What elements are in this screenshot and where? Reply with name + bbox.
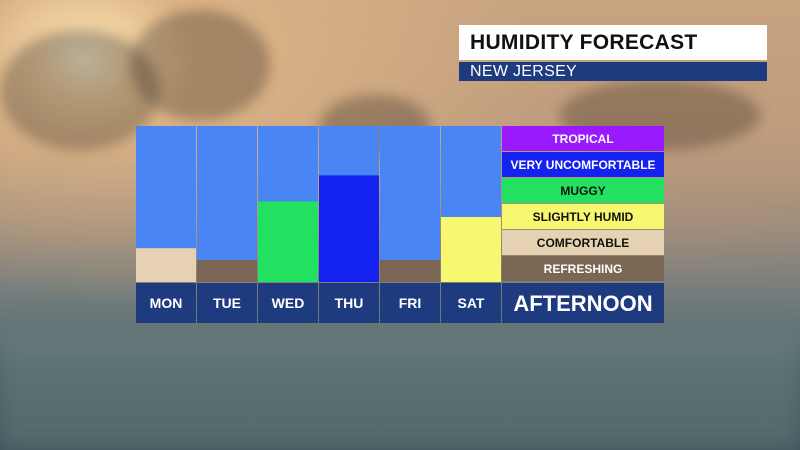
background-fog (0, 330, 800, 450)
subtitle-box: NEW JERSEY (459, 62, 767, 81)
legend-label-tropical: TROPICAL (552, 132, 613, 146)
legend-label-muggy: MUGGY (560, 184, 605, 198)
day-label-box-tue (197, 283, 257, 323)
legend-swatch-very-uncomfortable (502, 152, 664, 177)
background-tree (130, 10, 270, 120)
background-tree (0, 30, 160, 150)
legend-swatch-comfortable (502, 230, 664, 255)
legend-label-comfortable: COMFORTABLE (537, 236, 629, 250)
day-label-tue: TUE (213, 295, 241, 311)
bar-tue (197, 259, 257, 282)
title-box: HUMIDITY FORECAST (459, 25, 767, 60)
afternoon-label: AFTERNOON (513, 291, 652, 316)
legend-swatch-muggy (502, 178, 664, 203)
legend-label-slightly-humid: SLIGHTLY HUMID (533, 210, 634, 224)
legend-swatch-refreshing (502, 256, 664, 281)
bar-sat (441, 217, 501, 282)
day-label-wed: WED (272, 295, 305, 311)
column-background-fri (380, 126, 440, 282)
legend-swatch-tropical (502, 126, 664, 151)
day-label-sat: SAT (458, 295, 485, 311)
legend-label-refreshing: REFRESHING (544, 262, 623, 276)
day-label-fri: FRI (399, 295, 422, 311)
bar-wed (258, 201, 318, 282)
bar-mon (136, 248, 196, 282)
chart-subtitle: NEW JERSEY (470, 62, 578, 80)
day-label-box-sat (441, 283, 501, 323)
day-label-thu: THU (335, 295, 364, 311)
legend-swatch-slightly-humid (502, 204, 664, 229)
chart-title: HUMIDITY FORECAST (470, 30, 698, 54)
day-label-box-thu (319, 283, 379, 323)
day-label-mon: MON (150, 295, 183, 311)
bar-thu (319, 175, 379, 282)
day-label-box-wed (258, 283, 318, 323)
day-label-box-mon (136, 283, 196, 323)
afternoon-label-box (502, 283, 664, 323)
bar-fri (380, 259, 440, 282)
legend-label-very-uncomfortable: VERY UNCOMFORTABLE (510, 158, 655, 172)
day-label-box-fri (380, 283, 440, 323)
column-background-tue (197, 126, 257, 282)
